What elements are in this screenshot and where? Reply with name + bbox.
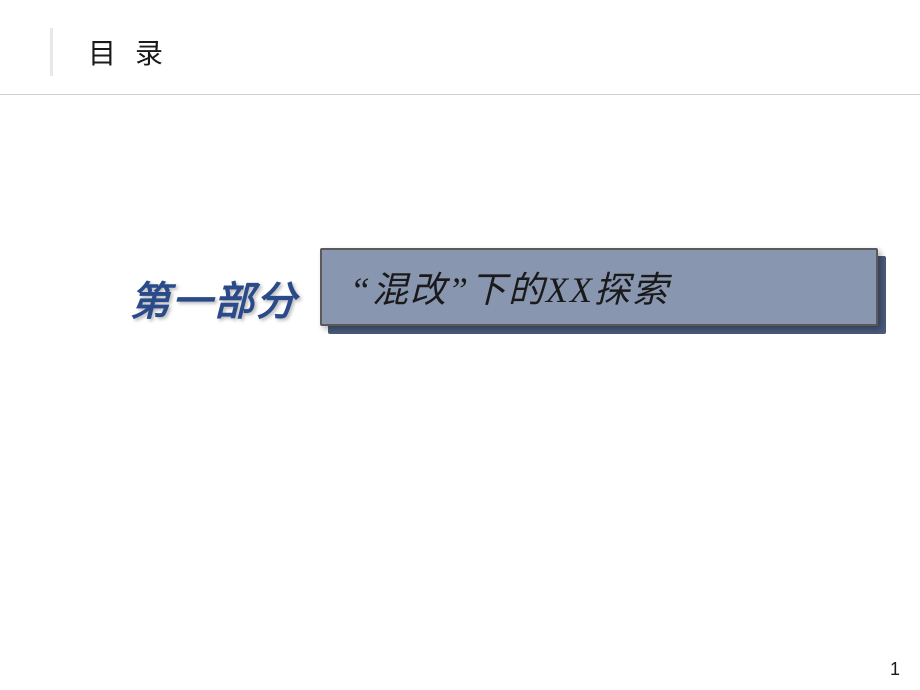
horizontal-divider [0, 94, 920, 95]
section-box-text: “混改”下的XX探索 [350, 261, 670, 313]
slide-container: 目 录 第一部分 “混改”下的XX探索 1 [0, 0, 920, 690]
section-box: “混改”下的XX探索 [320, 248, 878, 326]
page-title: 目 录 [88, 32, 169, 72]
header-area: 目 录 [0, 0, 920, 95]
vertical-divider [50, 28, 53, 76]
section-label: 第一部分 [130, 269, 298, 327]
page-number: 1 [890, 659, 900, 680]
